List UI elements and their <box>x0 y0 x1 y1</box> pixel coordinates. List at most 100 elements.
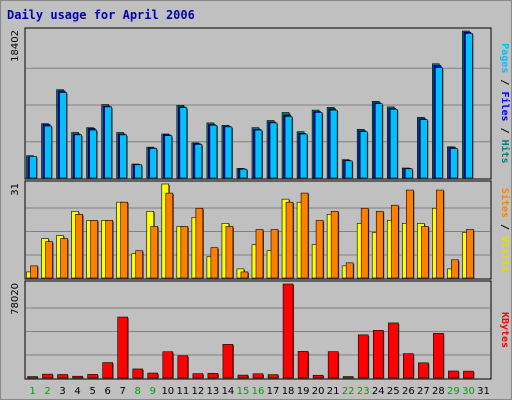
x-tick-label-31: 31 <box>477 386 490 397</box>
legend-part: Sites <box>499 188 511 218</box>
bar-sites-day-17 <box>270 229 279 279</box>
legend-pages-files-hits: Pages / Files / Hits <box>499 43 511 163</box>
bar-pages-day-1 <box>29 156 37 179</box>
x-tick-label-25: 25 <box>387 386 400 397</box>
bar-kbytes-day-17 <box>267 374 279 379</box>
legend-part: Pages <box>499 43 510 73</box>
bar-pages-day-12 <box>194 144 203 179</box>
x-tick-label-11: 11 <box>176 386 189 397</box>
x-tick-label-16: 16 <box>252 386 265 397</box>
bar-sites-day-28 <box>436 189 444 279</box>
bar-sites-day-25 <box>390 204 399 279</box>
bar-pages-day-18 <box>284 116 293 179</box>
bar-pages-day-14 <box>224 126 233 179</box>
bar-sites-day-19 <box>300 192 309 279</box>
bar-kbytes-day-21 <box>327 351 339 379</box>
x-tick-label-7: 7 <box>120 386 126 397</box>
bar-sites-day-24 <box>375 210 384 279</box>
bar-pages-day-17 <box>269 122 278 179</box>
bar-pages-day-15 <box>239 168 248 179</box>
x-tick-label-10: 10 <box>161 386 174 397</box>
bar-sites-day-10 <box>165 192 174 279</box>
chart-title: Daily usage for April 2006 <box>7 8 195 22</box>
bar-sites-day-11 <box>180 226 189 279</box>
bar-kbytes-day-9 <box>147 372 159 379</box>
bar-pages-day-26 <box>405 168 413 179</box>
x-tick-label-23: 23 <box>357 386 370 397</box>
x-tick-label-21: 21 <box>327 386 340 397</box>
bar-pages-day-7 <box>119 134 127 179</box>
bar-pages-day-9 <box>149 148 158 179</box>
legend-part: Hits <box>499 140 511 164</box>
bar-sites-day-18 <box>285 201 294 279</box>
x-tick-label-14: 14 <box>222 386 235 397</box>
bar-kbytes-day-7 <box>117 316 129 379</box>
bar-sites-day-29 <box>451 259 459 279</box>
x-tick-label-20: 20 <box>312 386 325 397</box>
bar-kbytes-day-19 <box>297 351 309 379</box>
bar-kbytes-day-6 <box>102 362 113 379</box>
legend-part: Visits <box>499 236 511 272</box>
bar-kbytes-day-13 <box>207 373 219 379</box>
bar-sites-day-26 <box>406 189 414 279</box>
bar-kbytes-day-1 <box>27 376 38 379</box>
bar-pages-day-3 <box>59 92 67 179</box>
bar-sites-day-15 <box>240 271 249 279</box>
bar-pages-day-4 <box>74 134 82 179</box>
bar-kbytes-day-16 <box>252 373 264 379</box>
bar-pages-day-6 <box>104 106 112 179</box>
x-tick-label-12: 12 <box>192 386 205 397</box>
x-tick-label-22: 22 <box>342 386 355 397</box>
x-tick-label-5: 5 <box>89 386 95 397</box>
legend-part: / <box>499 73 510 91</box>
x-tick-label-27: 27 <box>417 386 430 397</box>
bar-sites-day-23 <box>360 207 369 279</box>
bar-pages-day-20 <box>314 112 323 179</box>
legend-kbytes: KBytes <box>499 312 510 348</box>
bar-kbytes-day-24 <box>372 329 384 379</box>
bar-sites-day-1 <box>30 265 38 279</box>
bar-kbytes-day-30 <box>463 370 474 379</box>
bar-pages-day-25 <box>389 109 398 179</box>
bar-sites-day-27 <box>421 226 429 279</box>
bar-sites-day-12 <box>195 207 204 279</box>
bar-kbytes-day-18 <box>282 283 294 379</box>
bar-kbytes-day-15 <box>237 374 249 379</box>
bar-pages-day-13 <box>209 124 218 179</box>
max-label-kbytes: 78020 <box>10 283 21 315</box>
bar-kbytes-day-26 <box>403 353 414 379</box>
bar-kbytes-day-4 <box>72 375 83 379</box>
x-tick-label-28: 28 <box>432 386 445 397</box>
bar-pages-day-10 <box>164 135 173 179</box>
bar-kbytes-day-10 <box>162 351 174 379</box>
bar-sites-day-6 <box>105 220 113 279</box>
bar-pages-day-28 <box>435 67 443 179</box>
bar-pages-day-27 <box>420 119 428 179</box>
x-tick-label-24: 24 <box>372 386 385 397</box>
legend-visits-sites: Sites / Visits <box>499 188 511 272</box>
x-tick-label-9: 9 <box>150 386 156 397</box>
bar-pages-day-30 <box>465 33 473 179</box>
bar-sites-day-22 <box>345 262 354 279</box>
bar-pages-day-21 <box>329 109 338 179</box>
x-tick-label-8: 8 <box>135 386 141 397</box>
bar-kbytes-day-25 <box>387 322 399 379</box>
bar-kbytes-day-28 <box>433 333 444 379</box>
legend-part: KBytes <box>499 312 510 348</box>
bar-sites-day-16 <box>255 229 264 279</box>
x-tick-label-18: 18 <box>282 386 295 397</box>
bar-sites-day-20 <box>315 220 324 279</box>
bar-sites-day-3 <box>60 238 68 279</box>
bar-pages-day-29 <box>450 148 458 179</box>
bar-kbytes-day-14 <box>222 344 234 379</box>
bar-sites-day-30 <box>466 229 474 279</box>
x-tick-label-17: 17 <box>267 386 280 397</box>
x-tick-label-26: 26 <box>402 386 415 397</box>
bar-kbytes-day-12 <box>192 373 204 379</box>
bar-sites-day-13 <box>210 247 219 279</box>
x-tick-label-6: 6 <box>104 386 110 397</box>
bar-sites-day-21 <box>330 210 339 279</box>
bar-kbytes-day-29 <box>448 370 459 379</box>
bar-sites-day-9 <box>150 226 159 279</box>
